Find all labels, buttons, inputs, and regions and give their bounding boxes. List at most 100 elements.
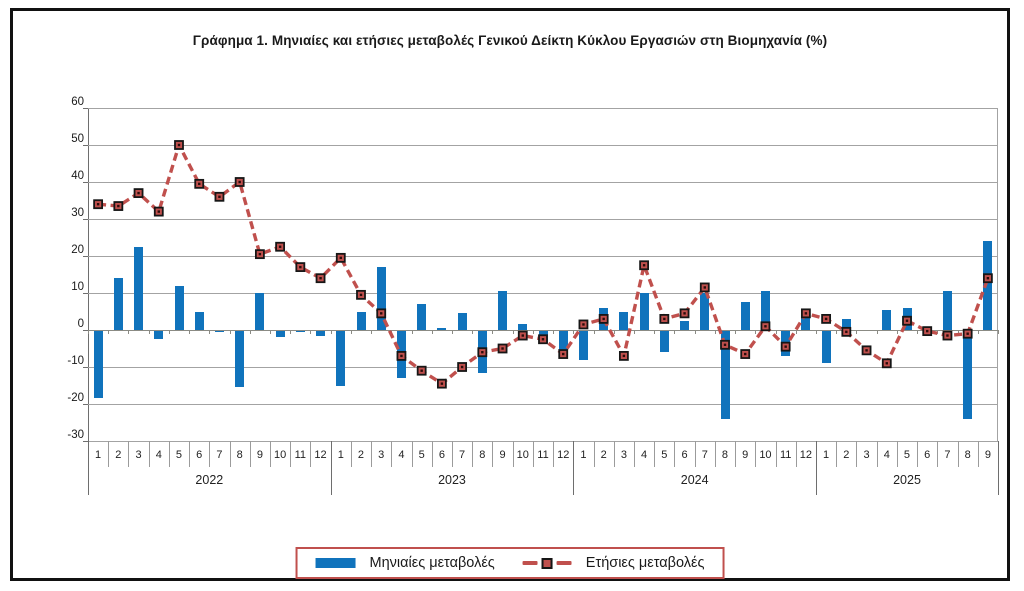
y-axis-tick-label: 40 (71, 170, 84, 182)
y-axis-tick (83, 367, 88, 368)
zero-axis-tick (795, 330, 797, 334)
year-separator (330, 441, 332, 495)
y-axis-tick (83, 256, 88, 257)
line-marker-center (865, 349, 868, 352)
month-separator (108, 441, 110, 467)
month-label: 5 (175, 449, 183, 461)
month-separator (634, 441, 635, 467)
month-label: 2 (843, 449, 850, 461)
month-separator (128, 441, 130, 467)
bar-monthly-change (93, 330, 103, 399)
line-marker-center (400, 354, 403, 358)
month-separator (148, 441, 150, 467)
zero-axis-tick (856, 330, 858, 334)
month-separator (168, 441, 170, 467)
zero-axis-tick (452, 330, 453, 334)
bar-monthly-change (639, 293, 649, 330)
zero-axis-tick (128, 330, 130, 334)
line-marker-center (723, 343, 727, 346)
zero-axis-tick (108, 330, 110, 334)
month-separator (896, 441, 898, 467)
y-axis-tick-label: 50 (71, 133, 84, 145)
zero-axis-tick (148, 330, 150, 334)
line-marker-center (380, 312, 383, 315)
y-axis-tick (83, 441, 88, 442)
month-label: 6 (681, 449, 688, 461)
gridline (88, 219, 998, 220)
month-label: 10 (273, 449, 287, 461)
bar-monthly-change (700, 293, 710, 330)
line-marker-center (137, 191, 140, 195)
year-label: 2022 (195, 473, 224, 487)
month-label: 4 (883, 449, 890, 461)
zero-axis-tick (816, 330, 817, 334)
month-label: 7 (216, 449, 223, 461)
month-label: 3 (620, 449, 627, 461)
bar-monthly-change (821, 330, 831, 364)
month-separator (492, 441, 494, 467)
month-separator (593, 441, 595, 467)
bar-monthly-change (275, 330, 285, 338)
year-label: 2025 (893, 473, 921, 487)
bar-monthly-change (740, 302, 750, 330)
legend-bar-label: Μηνιαίες μεταβολές (369, 555, 495, 571)
month-label: 8 (236, 449, 243, 461)
month-separator (431, 441, 433, 467)
plot-area (83, 108, 999, 442)
bar-monthly-change (659, 330, 669, 353)
line-marker-center (218, 195, 221, 198)
y-axis-tick-label: -30 (67, 429, 84, 441)
month-label: 5 (418, 449, 425, 461)
bar-monthly-change (194, 311, 204, 330)
month-separator (977, 441, 979, 467)
month-separator (189, 441, 191, 467)
month-separator (674, 441, 676, 467)
gridline (88, 145, 998, 146)
month-separator (937, 441, 939, 467)
zero-axis-tick (876, 330, 878, 334)
month-label: 12 (799, 449, 812, 461)
month-label: 7 (459, 449, 466, 461)
bar-monthly-change (983, 241, 993, 330)
y-axis-tick (83, 108, 88, 109)
zero-axis-tick (189, 330, 191, 334)
line-marker-center (157, 210, 160, 213)
year-separator (998, 441, 999, 495)
zero-axis-tick (634, 330, 635, 334)
zero-axis-tick (310, 330, 312, 334)
gridline (88, 108, 998, 109)
month-separator (209, 441, 211, 467)
month-separator (350, 441, 352, 467)
line-marker-center (946, 334, 949, 337)
zero-axis-tick (290, 330, 292, 334)
y-axis-tick (83, 182, 88, 183)
zero-axis-tick (229, 330, 231, 334)
line-marker-center (622, 354, 626, 358)
month-label: 4 (641, 449, 648, 461)
zero-axis-tick (88, 330, 89, 334)
zero-axis-tick (998, 330, 999, 334)
line-marker-center (319, 277, 322, 280)
gridline (88, 182, 998, 183)
line-marker-center (824, 317, 828, 321)
zero-axis-tick (249, 330, 251, 334)
year-separator (573, 441, 575, 495)
line-marker-center (845, 330, 848, 334)
month-label: 7 (701, 449, 708, 461)
month-separator (876, 441, 878, 467)
line-marker-center (258, 252, 262, 256)
line-marker-center (440, 382, 444, 385)
zero-axis-tick (613, 330, 615, 334)
bar-monthly-change (720, 330, 730, 419)
gridline (88, 367, 998, 368)
zero-axis-tick (694, 330, 696, 334)
line-marker-center (339, 256, 342, 260)
bar-monthly-change (558, 330, 568, 355)
zero-axis-tick (492, 330, 494, 334)
zero-axis-tick (512, 330, 514, 334)
month-separator (856, 441, 858, 467)
zero-axis-tick (735, 330, 737, 334)
month-label: 11 (779, 449, 792, 461)
zero-axis-tick (573, 330, 575, 334)
plot-border (88, 108, 998, 441)
